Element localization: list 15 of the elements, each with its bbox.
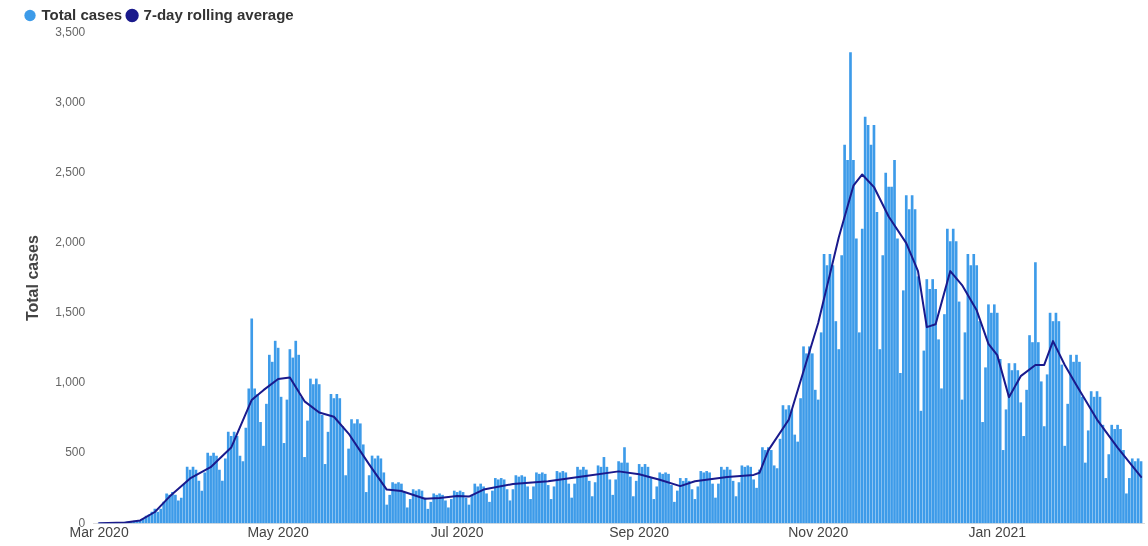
x-tick-label: Jul 2020: [430, 524, 484, 541]
legend-label: Total cases: [41, 5, 123, 23]
y-tick-label: 1,000: [55, 375, 86, 390]
y-axis-title: Total cases: [24, 235, 42, 322]
y-tick-label: 500: [65, 445, 86, 460]
x-tick-label: May 2020: [247, 524, 310, 541]
y-tick-label: 1,500: [55, 305, 86, 320]
y-tick-label: 2,000: [55, 235, 86, 250]
y-tick-label: 2,500: [55, 165, 86, 180]
y-tick-label: 3,000: [55, 95, 86, 110]
x-tick-label: Jan 2021: [968, 524, 1027, 541]
y-tick-label: 3,500: [55, 25, 86, 40]
x-tick-label: Sep 2020: [609, 524, 670, 541]
legend-label: 7-day rolling average: [143, 5, 294, 23]
x-tick-label: Nov 2020: [788, 524, 849, 541]
